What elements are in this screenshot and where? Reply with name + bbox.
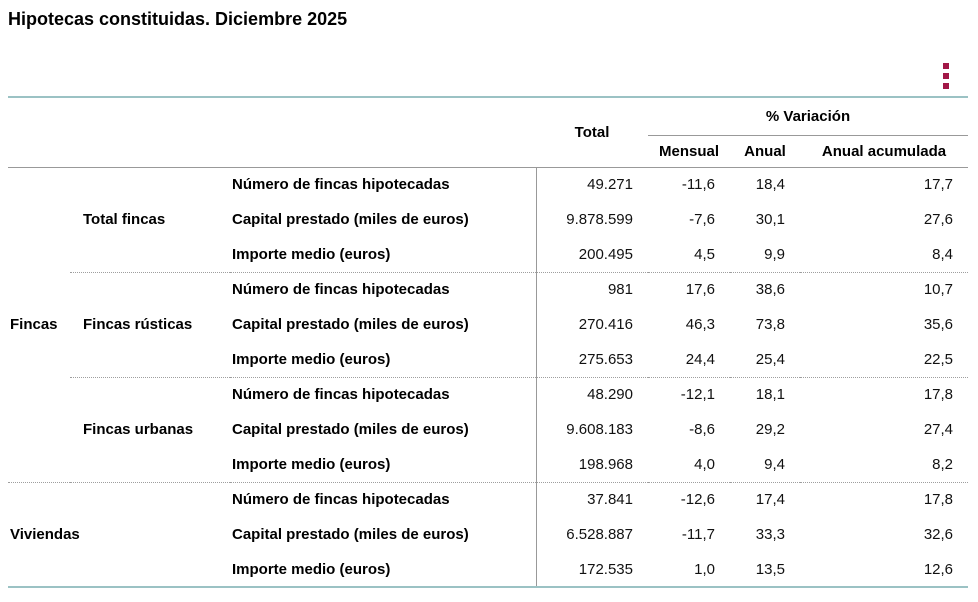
value-monthly: 24,4: [685, 350, 715, 368]
value-total: 9.608.183: [566, 421, 633, 438]
value-total: 981: [536, 271, 648, 307]
kebab-menu-icon: [943, 73, 949, 79]
value-total: 270.416: [578, 316, 633, 333]
table-row: Viviendas Número de fincas hipotecadas 3…: [8, 481, 969, 587]
value-monthly: -8,6: [689, 421, 715, 438]
table-row: Capital prestado (miles de euros) 9.608.…: [8, 412, 968, 447]
row-label: Importe medio (euros): [230, 342, 537, 377]
column-header-annual: Anual: [730, 135, 800, 168]
table-row: Capital prestado (miles de euros) 6.528.…: [8, 517, 968, 552]
value-annual-accum: 32,6: [923, 526, 954, 543]
table-body: Fincas Total fincas Número de fincas hip…: [8, 167, 969, 587]
column-header-total: Total: [536, 97, 648, 168]
value-annual-accum: 10,7: [800, 271, 969, 307]
value-total: 172.535: [578, 560, 633, 578]
column-header-variation-group: % Variación: [648, 97, 969, 136]
table-row: Fincas rústicas Número de fincas hipotec…: [8, 271, 969, 377]
row-label: Capital prestado (miles de euros): [230, 202, 537, 237]
table-row: Importe medio (euros) 172.535 1,0 13,5 1…: [8, 552, 968, 587]
table-row: Importe medio (euros) 275.653 24,4 25,4 …: [8, 342, 968, 377]
value-monthly: 1,0: [694, 560, 715, 578]
value-annual: 38,6: [730, 271, 800, 307]
value-annual: 29,2: [755, 421, 785, 438]
value-monthly: -7,6: [689, 211, 715, 228]
row-label: Número de fincas hipotecadas: [230, 271, 537, 307]
value-monthly: -12,1: [648, 376, 730, 412]
column-header-monthly: Mensual: [648, 135, 730, 168]
page-title: Hipotecas constituidas. Diciembre 2025: [8, 9, 348, 29]
value-total: 49.271: [587, 176, 633, 194]
row-label: Número de fincas hipotecadas: [230, 167, 537, 202]
value-monthly: -12,6: [648, 481, 730, 517]
table-row: Fincas Total fincas Número de fincas hip…: [8, 167, 968, 333]
value-total: 200.495: [578, 245, 633, 263]
table-row: Fincas urbanas Número de fincas hipoteca…: [8, 376, 969, 482]
value-annual: 33,3: [755, 526, 785, 543]
section-label-viviendas: Viviendas: [8, 481, 80, 587]
row-label: Número de fincas hipotecadas: [230, 376, 537, 412]
value-monthly: 46,3: [685, 316, 715, 333]
row-label: Capital prestado (miles de euros): [230, 412, 537, 447]
value-annual: 17,4: [730, 481, 800, 517]
value-annual: 18,1: [730, 376, 800, 412]
table-row: Importe medio (euros) 200.495 4,5 9,9 8,…: [8, 237, 968, 272]
value-annual-accum: 17,8: [800, 376, 969, 412]
value-annual-accum: 17,7: [923, 176, 954, 194]
table-row: Importe medio (euros) 198.968 4,0 9,4 8,…: [8, 447, 968, 482]
group-label-viviendas-empty: [70, 481, 230, 587]
value-annual: 13,5: [755, 560, 785, 578]
value-annual: 73,8: [755, 316, 785, 333]
row-label: Importe medio (euros): [230, 237, 537, 272]
value-total: 37.841: [536, 481, 648, 517]
group-label-fincas-rusticas: Fincas rústicas: [70, 271, 230, 377]
value-monthly: -11,6: [681, 176, 715, 194]
header-empty-cell: [8, 97, 536, 168]
mortgages-table: Total % Variación Mensual Anual Anual ac…: [8, 96, 969, 588]
table-row: Capital prestado (miles de euros) 9.878.…: [8, 202, 968, 237]
toolbar: [8, 30, 968, 96]
table-header: Total % Variación Mensual Anual Anual ac…: [8, 97, 969, 168]
value-annual-accum: 27,6: [923, 211, 954, 228]
value-monthly: -11,7: [681, 526, 715, 543]
column-header-annual-accumulated: Anual acumulada: [800, 135, 969, 168]
value-annual-accum: 17,8: [800, 481, 969, 517]
value-monthly: 4,5: [694, 245, 715, 263]
value-total: 198.968: [578, 455, 633, 473]
value-annual: 18,4: [755, 176, 785, 194]
value-annual: 9,9: [764, 245, 785, 263]
value-annual: 9,4: [764, 455, 785, 473]
value-annual-accum: 35,6: [923, 316, 954, 333]
row-label: Capital prestado (miles de euros): [230, 307, 537, 342]
row-label: Capital prestado (miles de euros): [230, 517, 537, 552]
value-annual-accum: 27,4: [923, 421, 954, 438]
value-total: 275.653: [578, 350, 633, 368]
value-annual-accum: 12,6: [923, 560, 954, 578]
value-annual-accum: 22,5: [923, 350, 954, 368]
value-annual: 30,1: [755, 211, 785, 228]
value-annual: 25,4: [755, 350, 785, 368]
kebab-menu-icon: [943, 63, 949, 69]
value-annual-accum: 8,2: [932, 455, 954, 473]
row-label: Número de fincas hipotecadas: [230, 481, 537, 517]
row-label: Importe medio (euros): [230, 447, 537, 482]
kebab-menu-button[interactable]: [936, 63, 956, 89]
value-total: 48.290: [536, 376, 648, 412]
group-label-fincas-urbanas: Fincas urbanas: [70, 376, 230, 482]
value-total: 6.528.887: [566, 526, 633, 543]
row-label: Importe medio (euros): [230, 552, 537, 587]
section-label-fincas: Fincas: [10, 316, 58, 333]
value-total: 9.878.599: [566, 211, 633, 228]
group-label-total-fincas: Total fincas: [83, 211, 166, 228]
table-row: Capital prestado (miles de euros) 270.41…: [8, 307, 968, 342]
kebab-menu-icon: [943, 83, 949, 89]
value-annual-accum: 8,4: [932, 245, 954, 263]
value-monthly: 17,6: [648, 271, 730, 307]
value-monthly: 4,0: [694, 455, 715, 473]
